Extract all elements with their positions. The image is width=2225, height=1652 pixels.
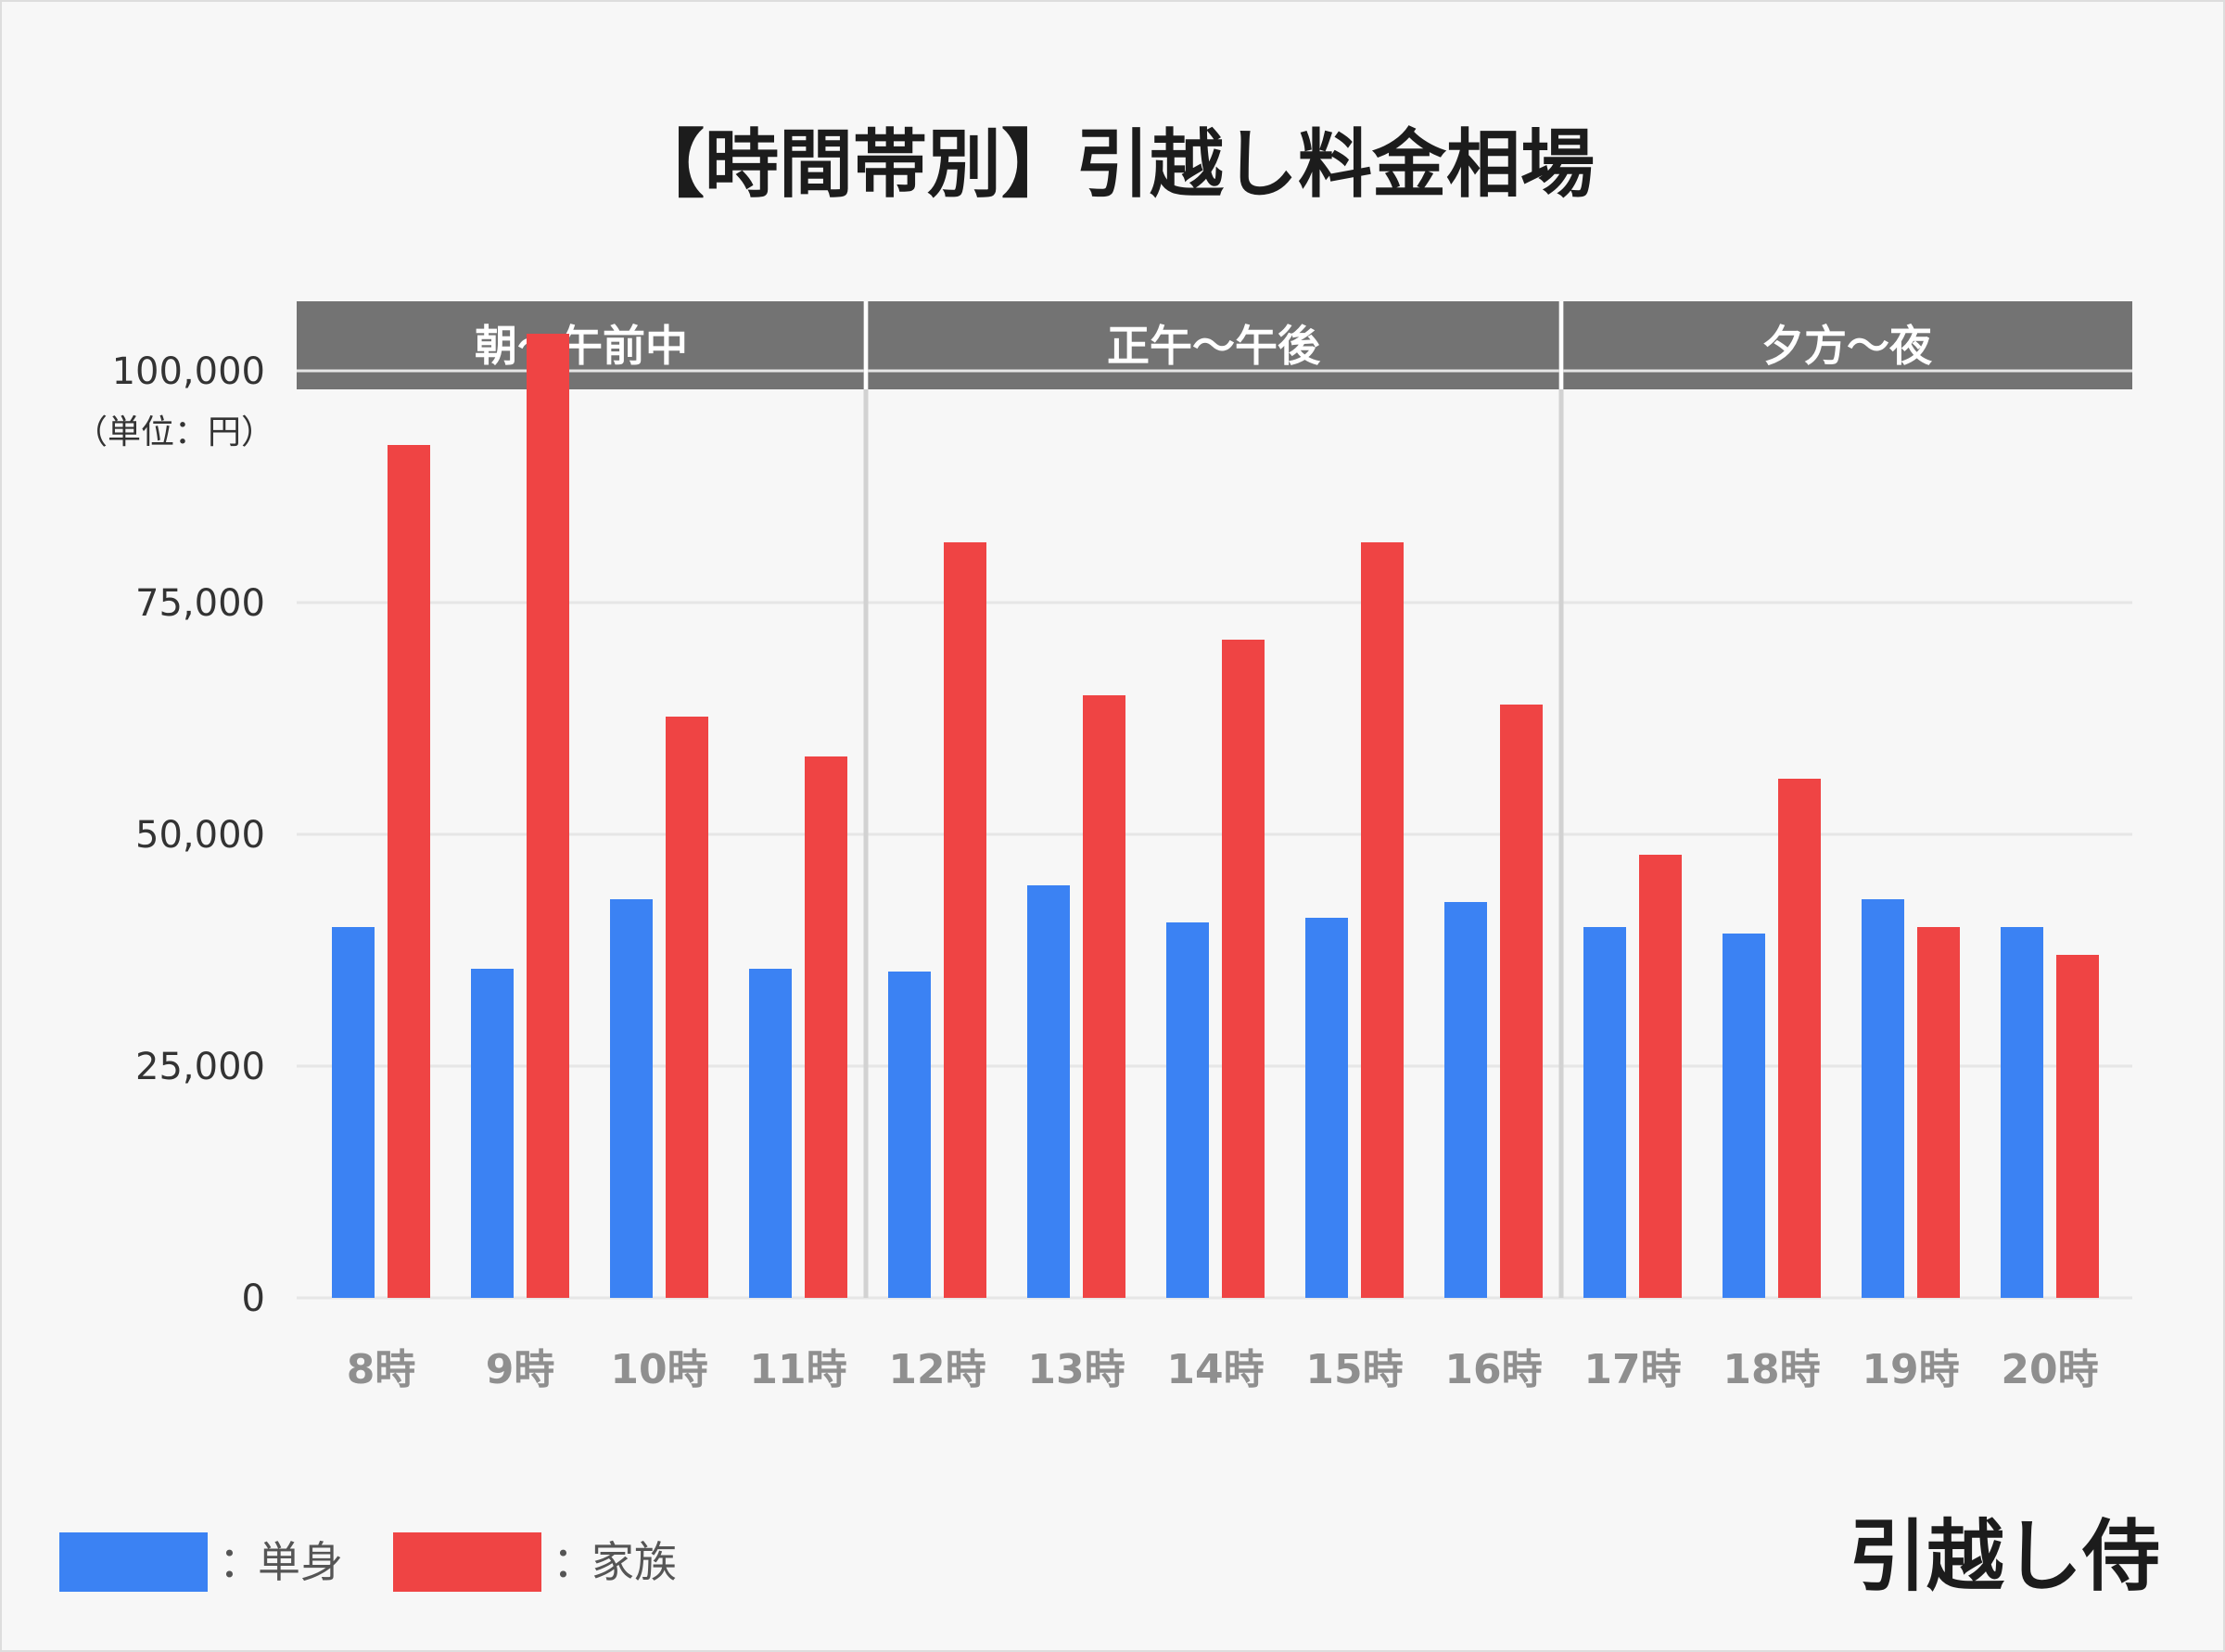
bar-single [1583, 927, 1626, 1298]
time-band-headers: 朝〜午前中 正午〜午後 夕方〜夜 [297, 301, 2132, 389]
bar-family [805, 756, 847, 1298]
bar-single [332, 927, 375, 1298]
legend-label-family: 家族 [591, 1537, 677, 1587]
bar-single [1027, 885, 1070, 1298]
bar-single [471, 969, 514, 1298]
legend-label-single: 単身 [258, 1537, 343, 1587]
bar-family [1222, 640, 1265, 1298]
x-tick-label: 12時 [888, 1346, 985, 1393]
y-axis-ticks: 0 25,000 50,000 75,000 100,000 [112, 350, 265, 1320]
bar-family [1639, 855, 1682, 1298]
legend-sep-single: ： [219, 1537, 261, 1587]
bar-single [888, 972, 931, 1298]
time-band-label: 夕方〜夜 [1761, 321, 1933, 371]
bars [332, 334, 2099, 1298]
bar-single [1166, 922, 1209, 1298]
x-tick-label: 18時 [1723, 1346, 1820, 1393]
x-tick-label: 17時 [1583, 1346, 1681, 1393]
time-band-label: 朝〜午前中 [475, 321, 688, 371]
legend-swatch-family [393, 1532, 541, 1592]
y-tick-label: 25,000 [135, 1046, 265, 1088]
x-tick-label: 10時 [610, 1346, 707, 1393]
bar-family [388, 445, 430, 1298]
legend-sep-family: ： [553, 1537, 595, 1587]
bar-family [1917, 927, 1960, 1298]
unit-label: （単位：円） [74, 413, 274, 451]
bar-family [1361, 542, 1404, 1298]
bar-family [1083, 695, 1125, 1298]
bar-single [1444, 902, 1487, 1298]
time-band-label: 正午〜午後 [1107, 321, 1321, 371]
legend: ： 単身 ： 家族 [59, 1532, 677, 1592]
x-tick-label: 20時 [2001, 1346, 2098, 1393]
bar-single [2001, 927, 2043, 1298]
bar-single [610, 899, 653, 1298]
x-tick-label: 13時 [1027, 1346, 1125, 1393]
bar-single [1862, 899, 1904, 1298]
legend-swatch-single [59, 1532, 208, 1592]
x-tick-label: 16時 [1444, 1346, 1542, 1393]
bar-family [666, 717, 708, 1298]
bar-family [2056, 955, 2099, 1298]
bar-family [944, 542, 986, 1298]
bar-single [1723, 934, 1765, 1298]
x-axis-ticks: 8時 9時 10時 11時 12時 13時 14時 15時 16時 17時 18時 19時 20時 [347, 1346, 2099, 1393]
y-tick-label: 75,000 [135, 582, 265, 625]
gridlines [297, 369, 2132, 1300]
x-tick-label: 15時 [1305, 1346, 1403, 1393]
bar-single [1305, 918, 1348, 1298]
x-tick-label: 11時 [749, 1346, 846, 1393]
bar-single [749, 969, 792, 1298]
band-dividers [863, 301, 1564, 1298]
time-band-header [866, 301, 1561, 389]
y-tick-label: 0 [242, 1277, 265, 1320]
y-tick-label: 50,000 [135, 814, 265, 857]
y-tick-label: 100,000 [112, 350, 265, 393]
x-tick-label: 8時 [347, 1346, 416, 1393]
bar-family [1500, 705, 1543, 1298]
bar-family [1778, 779, 1821, 1298]
brand-logo: 引越し侍 [1849, 1511, 2160, 1602]
x-tick-label: 14時 [1166, 1346, 1264, 1393]
x-tick-label: 19時 [1862, 1346, 1959, 1393]
bar-family [527, 334, 569, 1298]
time-band-header [297, 301, 866, 389]
x-tick-label: 9時 [486, 1346, 555, 1393]
time-band-header [1561, 301, 2132, 389]
chart-title: 【時間帯別】引越し料金相場 [630, 121, 1595, 208]
